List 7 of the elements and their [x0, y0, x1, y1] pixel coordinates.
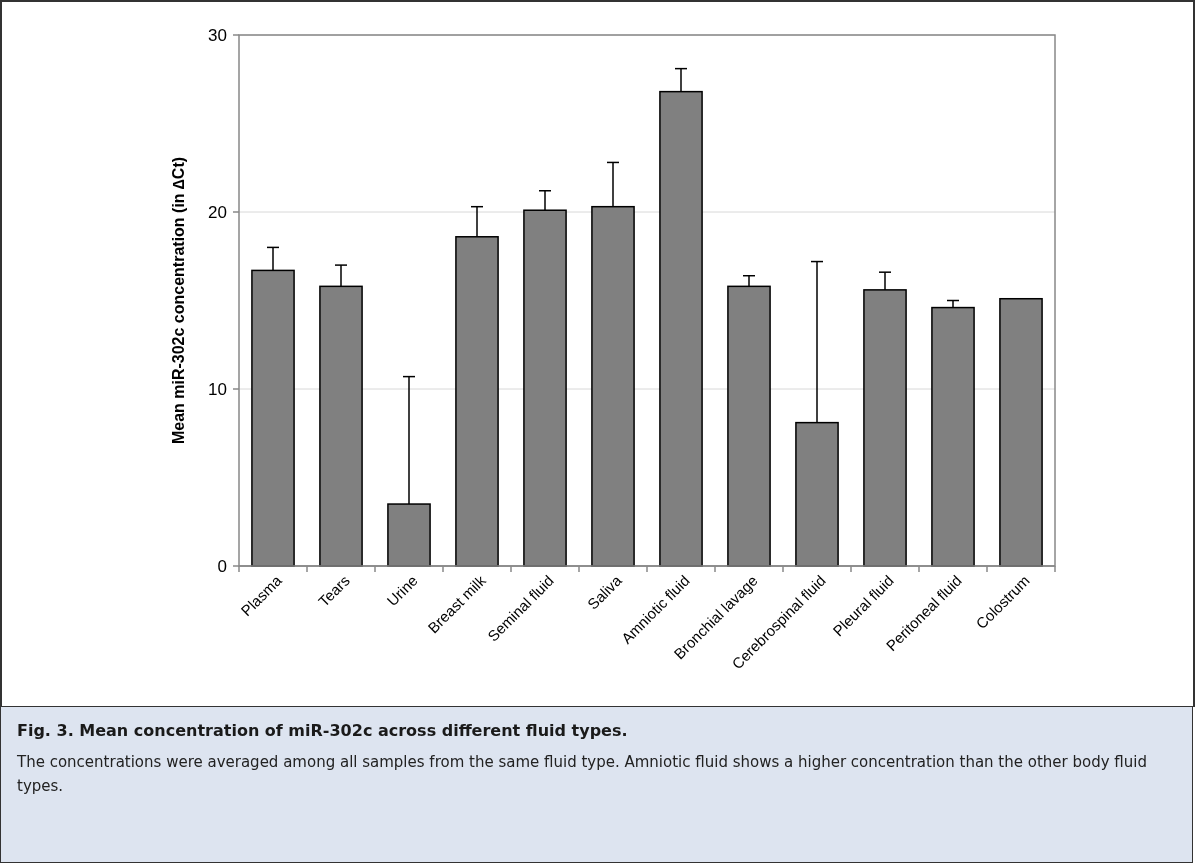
y-tick-label: 20 — [208, 202, 227, 222]
text: Fig. 3. Mean concentration of miR-302c across different fluid types. — [17, 721, 629, 740]
y-tick-label: 0 — [217, 556, 227, 576]
text: The concentrations were averaged among all samples from the same fluid type. Amniotic fluid shows a higher concentration than the other body fluid types. — [17, 752, 1148, 797]
y-axis-title: Mean miR-302c concentration (in ∆Ct) — [170, 156, 187, 445]
y-tick-label: 10 — [208, 379, 227, 399]
y-tick-label: 30 — [208, 25, 227, 45]
